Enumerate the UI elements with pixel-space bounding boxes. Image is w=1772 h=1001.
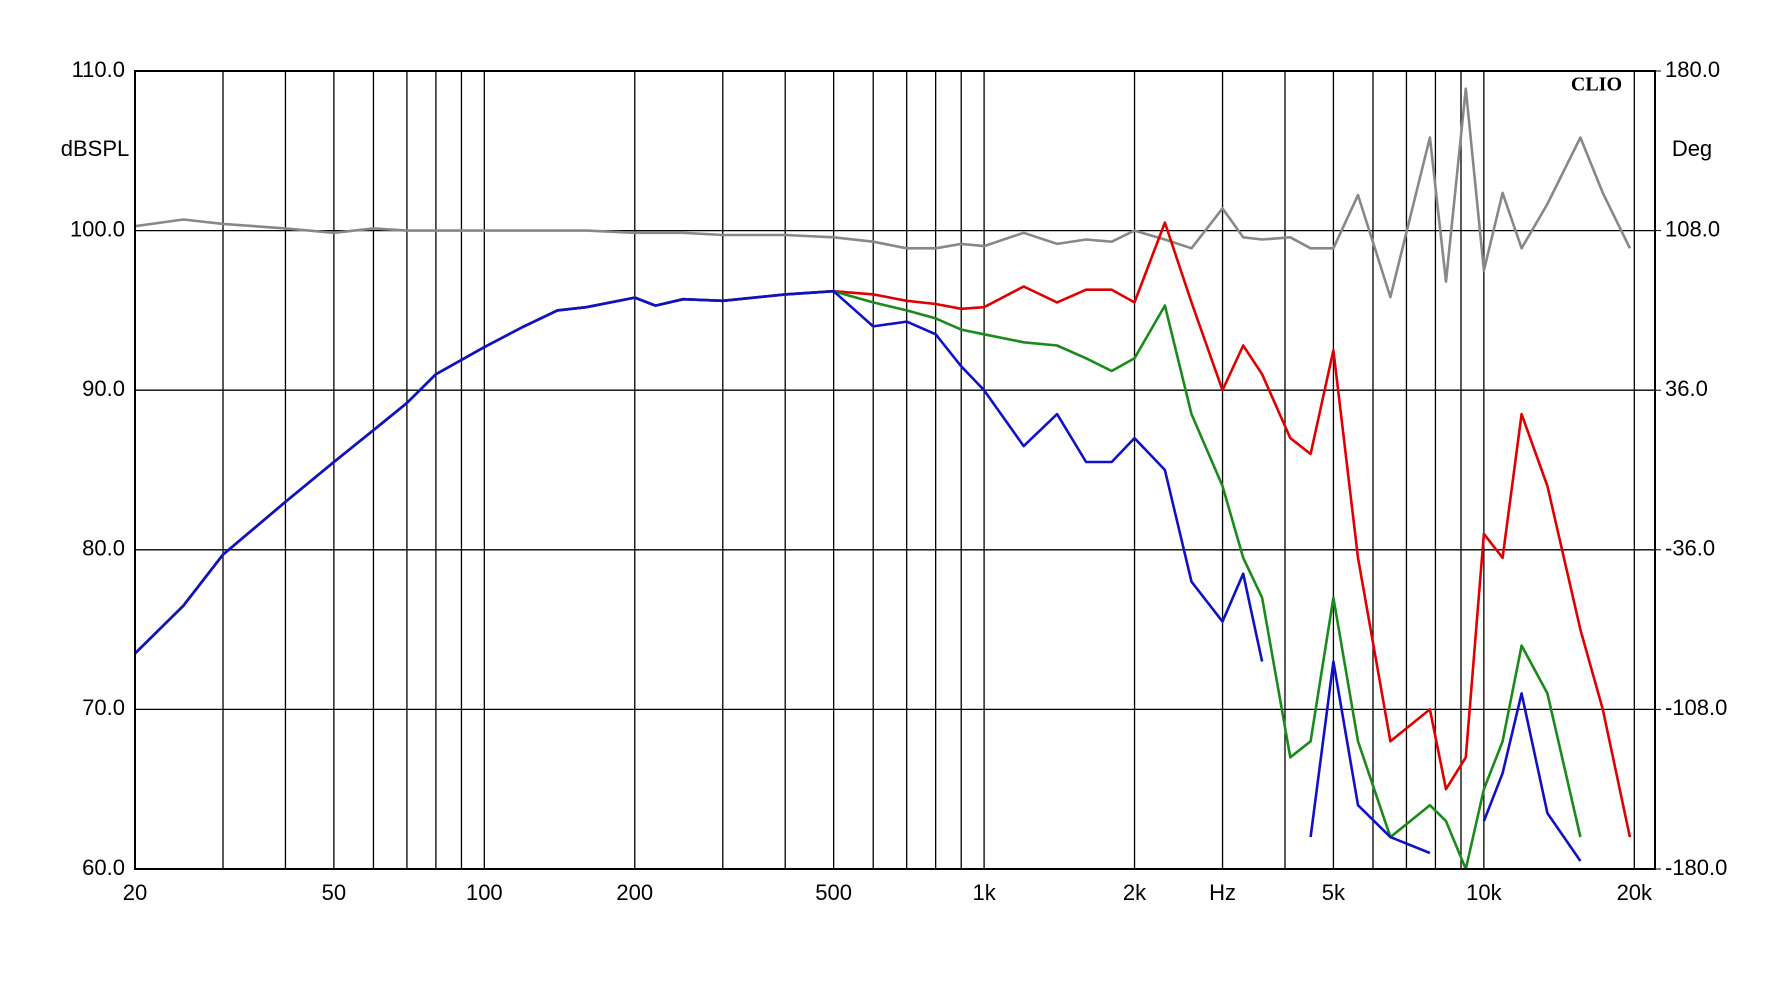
x-tick-label: 50: [322, 880, 346, 905]
y2-tick-label: 108.0: [1665, 216, 1720, 241]
x-tick-label: 20: [123, 880, 147, 905]
y2-tick-label: 36.0: [1665, 376, 1708, 401]
x-tick-label: 200: [616, 880, 653, 905]
y-tick-label: 60.0: [82, 855, 125, 880]
plot-area: [135, 87, 1632, 869]
series-line: [135, 289, 1582, 862]
x-tick-label: 10k: [1466, 880, 1502, 905]
y2-tick-label: -108.0: [1665, 695, 1727, 720]
y2-tick-label: 180.0: [1665, 57, 1720, 82]
series-line: [135, 87, 1632, 299]
x-tick-label: 2k: [1123, 880, 1147, 905]
chart-title: CLIO: [1571, 74, 1622, 96]
x-tick-label: 100: [466, 880, 503, 905]
y2-tick-label: -180.0: [1665, 855, 1727, 880]
y-tick-label: 90.0: [82, 376, 125, 401]
y-tick-label: 110.0: [72, 57, 125, 82]
y2-axis-label: Deg: [1672, 136, 1712, 161]
y-tick-label: 70.0: [82, 695, 125, 720]
series-line: [135, 289, 1582, 869]
y2-tick-label: -36.0: [1665, 536, 1715, 561]
x-tick-label: 20k: [1617, 880, 1653, 905]
x-tick-label: 1k: [972, 880, 996, 905]
plot-border: [134, 70, 1656, 870]
y-tick-label: 100.0: [70, 216, 125, 241]
x-tick-label: 5k: [1322, 880, 1346, 905]
x-tick-label: Hz: [1209, 880, 1236, 905]
y-tick-label: 80.0: [82, 536, 125, 561]
series-line: [135, 221, 1632, 838]
x-tick-label: 500: [815, 880, 852, 905]
y-axis-label: dBSPL: [61, 136, 130, 161]
